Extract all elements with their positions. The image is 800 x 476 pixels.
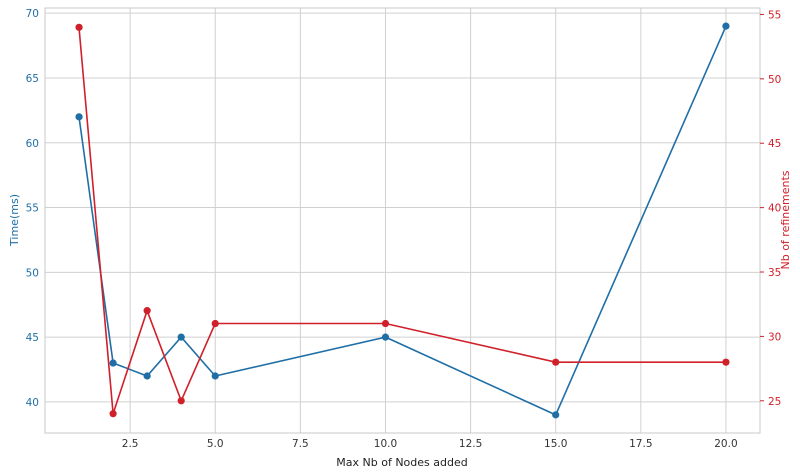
y-right-tick-label: 55: [768, 9, 781, 21]
data-point-right: [722, 358, 730, 366]
y-right-tick-label: 45: [768, 138, 781, 150]
y-left-tick-label: 55: [26, 203, 39, 215]
y-left-tick-label: 60: [26, 138, 39, 150]
x-tick-label: 7.5: [292, 438, 309, 450]
x-tick-label: 10.0: [374, 438, 397, 450]
data-point-left: [211, 372, 219, 380]
x-tick-label: 2.5: [122, 438, 139, 450]
y-left-tick-label: 50: [26, 267, 39, 279]
series-line-left: [78, 25, 727, 416]
y-left-tick-label: 45: [26, 332, 39, 344]
x-tick-label: 5.0: [207, 438, 224, 450]
y-right-tick-label: 35: [768, 267, 781, 279]
y-left-tick-label: 70: [26, 8, 39, 20]
y-right-tick-label: 50: [768, 74, 781, 86]
data-point-left: [381, 333, 390, 341]
series-layer: [75, 22, 730, 419]
data-point-left: [143, 372, 151, 380]
data-point-left: [722, 22, 730, 30]
data-point-right: [211, 319, 219, 328]
x-tick-label: 17.5: [629, 438, 652, 450]
data-point-left: [177, 333, 185, 341]
y-axis-label-right: Nb of refinements: [779, 170, 792, 269]
data-point-right: [381, 319, 390, 328]
data-point-left: [75, 113, 83, 121]
tick-labels: 2.5 5.0 7.5 10.0 12.5 15.0 17.5 20.0 40 45 50 55 60 6…: [26, 8, 782, 450]
data-point-right: [109, 410, 117, 418]
y-right-tick-label: 40: [768, 203, 781, 215]
x-tick-label: 12.5: [459, 438, 482, 450]
grid: [45, 8, 760, 433]
x-tick-label: 15.0: [544, 438, 567, 450]
plot-frame: [44, 7, 761, 434]
data-point-left: [552, 411, 560, 419]
data-point-left: [109, 359, 117, 367]
y-right-tick-label: 30: [768, 331, 781, 343]
y-axis-label-left: Time(ms): [8, 194, 21, 247]
data-point-right: [75, 23, 83, 31]
x-tick-label: 20.0: [714, 438, 737, 450]
y-left-tick-label: 40: [26, 397, 39, 409]
data-point-right: [552, 358, 560, 366]
data-point-right: [177, 397, 185, 405]
data-point-right: [143, 307, 151, 315]
y-left-tick-label: 65: [26, 73, 39, 85]
x-axis-label: Max Nb of Nodes added: [336, 456, 467, 469]
y-right-tick-label: 25: [768, 396, 781, 408]
series-line-right: [78, 27, 726, 414]
